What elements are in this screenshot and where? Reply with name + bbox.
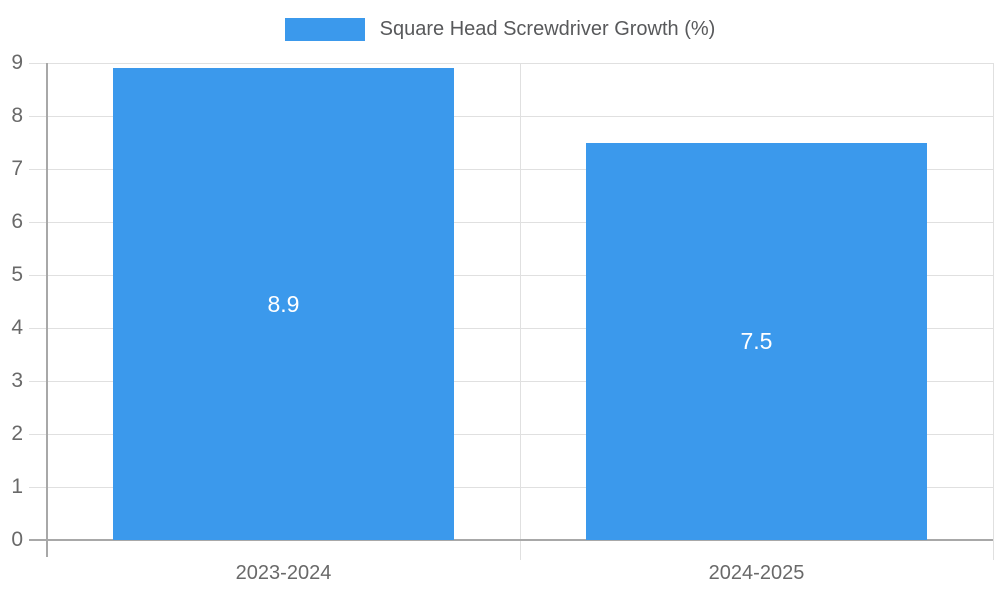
y-tick-label: 0 [11, 528, 23, 551]
y-tick-label: 7 [11, 157, 23, 180]
chart-legend: Square Head Screwdriver Growth (%) [0, 18, 1000, 41]
y-tick [29, 115, 47, 117]
y-tick [29, 486, 47, 488]
category-boundary-line [992, 63, 994, 560]
bar-value-label: 8.9 [267, 290, 300, 317]
y-tick [29, 380, 47, 382]
y-tick-label: 5 [11, 263, 23, 286]
y-tick [29, 62, 47, 64]
x-category-label: 2023-2024 [235, 562, 332, 584]
category-boundary-line [519, 63, 521, 560]
y-tick [29, 168, 47, 170]
y-tick-label: 8 [11, 104, 23, 127]
y-tick-label: 1 [11, 475, 23, 498]
y-tick-label: 4 [11, 316, 23, 339]
y-tick-label: 3 [11, 369, 23, 392]
bar-value-label: 7.5 [740, 327, 773, 354]
y-tick [29, 327, 47, 329]
legend-swatch [284, 18, 365, 41]
y-tick [29, 433, 47, 435]
y-tick-label: 2 [11, 422, 23, 445]
bar: 7.5 [586, 142, 927, 540]
y-tick [29, 221, 47, 223]
y-tick [29, 274, 47, 276]
x-category-label: 2024-2025 [708, 562, 805, 584]
y-tick-label: 9 [11, 51, 23, 74]
bar: 8.9 [113, 68, 454, 540]
y-axis-line [46, 63, 48, 557]
x-axis-line [29, 539, 993, 541]
y-tick-label: 6 [11, 210, 23, 233]
legend-series-label: Square Head Screwdriver Growth (%) [379, 18, 716, 40]
